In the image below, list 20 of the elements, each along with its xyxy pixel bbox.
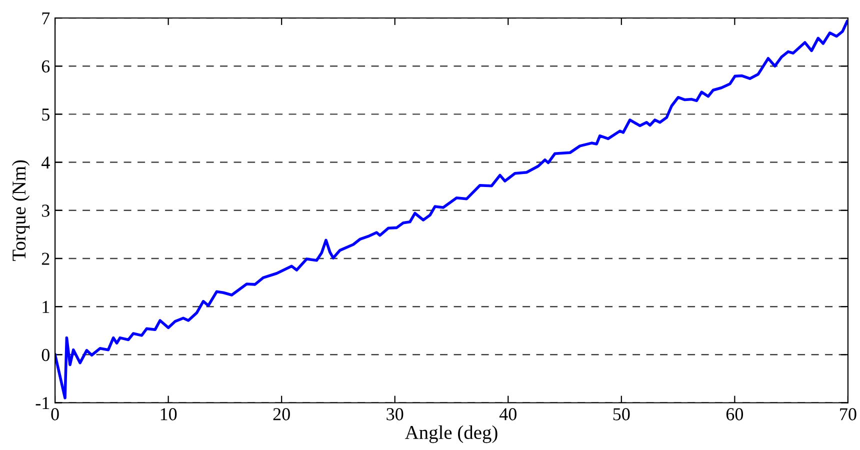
x-tick-label: 50 xyxy=(613,408,630,420)
y-tick-label: 0 xyxy=(42,348,50,362)
x-tick-label: 10 xyxy=(160,408,177,420)
y-tick-label: 5 xyxy=(42,108,50,121)
y-tick-label: 7 xyxy=(42,12,50,24)
y-axis-title: Torque (Nm) xyxy=(12,160,30,261)
x-tick-label: 30 xyxy=(386,408,404,420)
line-series xyxy=(55,20,848,400)
x-tick-label: 40 xyxy=(499,408,516,420)
x-tick-label: 60 xyxy=(726,408,744,420)
y-tick-label: 1 xyxy=(42,300,50,313)
y-tick-label: 6 xyxy=(42,60,50,73)
x-tick-label: 0 xyxy=(51,408,59,420)
x-tick-label: 70 xyxy=(840,408,856,420)
y-tick-label: 2 xyxy=(42,252,50,265)
y-tick-label: -1 xyxy=(36,397,50,410)
x-tick-label: 20 xyxy=(273,408,290,420)
y-tick-label: 3 xyxy=(42,204,50,217)
x-axis-title: Angle (deg) xyxy=(404,425,498,444)
y-tick-label: 4 xyxy=(42,156,50,169)
